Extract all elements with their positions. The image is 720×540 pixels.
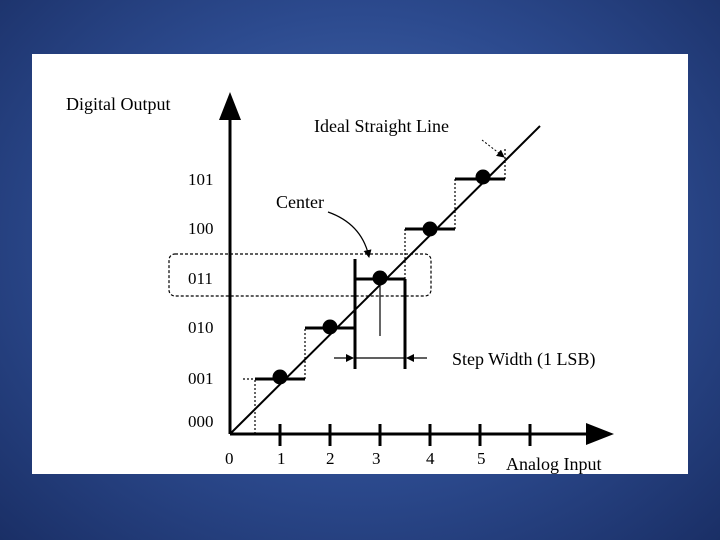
y-code-label: 101 [188,170,214,189]
y-code-label: 000 [188,412,214,431]
highlighted-code-box [168,253,432,297]
center-point [475,169,491,185]
center-point [272,369,288,385]
x-tick-label: 3 [372,449,381,468]
x-tick-label: 0 [225,449,234,468]
ideal-line-pointer [481,139,505,158]
y-code-label: 100 [188,219,214,238]
x-axis-arrow-icon [586,423,614,445]
step-width-label: Step Width (1 LSB) [452,349,595,370]
center-point [322,319,338,335]
diagram-panel: Digital Output Analog Input 000 001 010 … [32,54,688,474]
center-point [422,221,438,237]
ideal-line-label: Ideal Straight Line [314,116,449,136]
x-tick-label: 5 [477,449,486,468]
x-tick-label: 4 [426,449,435,468]
center-pointer [327,211,372,258]
adc-transfer-diagram: Digital Output Analog Input 000 001 010 … [66,92,614,474]
center-point [372,270,388,286]
y-code-label: 001 [188,369,214,388]
x-axis-label: Analog Input [506,454,601,474]
y-code-label: 010 [188,318,214,337]
center-label: Center [276,192,324,212]
x-tick-label: 1 [277,449,286,468]
y-code-label: 011 [188,269,213,288]
x-tick-label: 2 [326,449,335,468]
y-axis-arrow-icon [219,92,241,120]
y-axis-label: Digital Output [66,94,171,114]
